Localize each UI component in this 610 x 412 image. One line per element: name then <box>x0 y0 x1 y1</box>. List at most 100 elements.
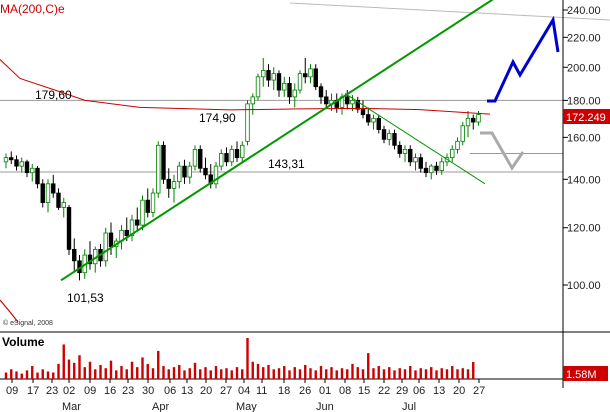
candle-body <box>266 70 271 81</box>
date-tick-label: 27 <box>220 385 232 397</box>
volume-bar <box>256 363 260 379</box>
ma200-tail <box>0 299 19 323</box>
volume-bar <box>188 368 191 379</box>
volume-bar <box>52 372 55 379</box>
volume-bar <box>340 368 344 379</box>
candle-body <box>276 73 282 91</box>
volume-bar <box>183 370 186 379</box>
volume-bar <box>398 368 401 379</box>
candle-body <box>145 199 150 213</box>
candle-body <box>30 167 35 174</box>
date-tick-label: 04 <box>238 385 250 397</box>
volume-bar <box>172 367 176 379</box>
volume-bar <box>372 368 375 379</box>
copyright: © eSignal, 2008 <box>3 319 53 327</box>
price-annotation: 179,60 <box>35 88 72 102</box>
candle-body <box>192 148 198 167</box>
volume-bar <box>445 369 449 379</box>
volume-bar <box>314 370 317 379</box>
volume-bar <box>141 357 144 379</box>
volume-bar <box>167 369 170 379</box>
volume-bar <box>209 370 212 379</box>
volume-bar <box>419 368 422 379</box>
volume-bar <box>251 361 254 379</box>
candle-body <box>150 192 156 213</box>
volume-bar <box>409 366 412 379</box>
volume-bar <box>83 367 86 379</box>
candle-body <box>297 73 303 91</box>
candle-body <box>140 199 145 226</box>
forecast-paths <box>480 15 560 171</box>
volume-bar <box>319 366 323 379</box>
date-tick-label: 13 <box>433 385 445 397</box>
volume-bar <box>73 362 76 379</box>
date-tick-label: 20 <box>200 385 212 397</box>
volume-bar <box>309 368 312 379</box>
volume-bar <box>272 369 275 379</box>
volume-bar <box>330 367 333 379</box>
candle-body <box>345 96 350 105</box>
date-tick-label: 15 <box>358 385 370 397</box>
price-tick-label: 240.00 <box>567 5 601 17</box>
volume-bar <box>461 368 464 379</box>
volume-bar <box>451 366 454 379</box>
date-tick-label: 02 <box>63 385 75 397</box>
date-tick-label: 23 <box>122 385 134 397</box>
volume-bar <box>78 355 81 379</box>
candle-body <box>476 114 481 123</box>
candle-body <box>292 89 297 98</box>
volume-bar <box>277 368 281 379</box>
date-tick-label: 11 <box>256 385 267 397</box>
price-tick-label: 120.00 <box>567 223 601 235</box>
volume-bar <box>230 370 233 379</box>
candle-body <box>360 108 366 116</box>
candle-body <box>9 157 14 161</box>
date-tick-label: 18 <box>278 385 290 397</box>
volume-bar <box>4 372 8 379</box>
volume-bar <box>67 359 71 379</box>
candle-body <box>198 148 203 169</box>
candle-body <box>397 144 402 154</box>
candle-body <box>350 99 355 105</box>
volume-bar <box>466 369 470 379</box>
candle-body <box>418 157 423 169</box>
volume-bar <box>146 363 149 379</box>
price-annotation: 174,90 <box>199 111 236 125</box>
volume-bar <box>304 364 307 379</box>
volume-bar <box>325 369 328 379</box>
volume-bar <box>472 361 475 379</box>
volume-bar <box>241 369 244 379</box>
date-tick-label: 09 <box>84 385 96 397</box>
support-resistance-levels <box>0 2 610 173</box>
volume-bar <box>130 361 134 379</box>
date-tick-label: 17 <box>27 385 39 397</box>
volume-bar <box>125 369 128 379</box>
candle-body <box>250 96 255 105</box>
candle-body <box>35 167 40 185</box>
volume-bar <box>214 366 218 379</box>
candle-body <box>187 165 192 178</box>
date-tick-label: 01 <box>319 385 331 397</box>
volume-bar <box>414 370 417 379</box>
candle-body <box>313 68 318 88</box>
candle-body <box>213 165 219 185</box>
candle-body <box>318 86 324 98</box>
candle-body <box>308 68 313 78</box>
candle-body <box>455 140 460 150</box>
candle-body <box>423 167 429 174</box>
volume-bar <box>109 360 113 379</box>
candle-body <box>66 207 72 250</box>
volume-bar <box>382 369 386 379</box>
volume-bar <box>10 369 13 379</box>
volume-bar <box>46 371 50 379</box>
volume-bar <box>293 367 296 379</box>
svg-text:1.58M: 1.58M <box>566 369 597 381</box>
volume-value-badge: 1.58M <box>563 366 608 381</box>
volume-bar <box>193 362 197 379</box>
volume-bar <box>356 367 359 379</box>
candle-body <box>413 157 418 163</box>
price-tick-label: 180.00 <box>567 95 601 107</box>
candle-body <box>303 73 308 78</box>
volume-bar <box>94 369 97 379</box>
month-label: Mar <box>62 401 81 412</box>
